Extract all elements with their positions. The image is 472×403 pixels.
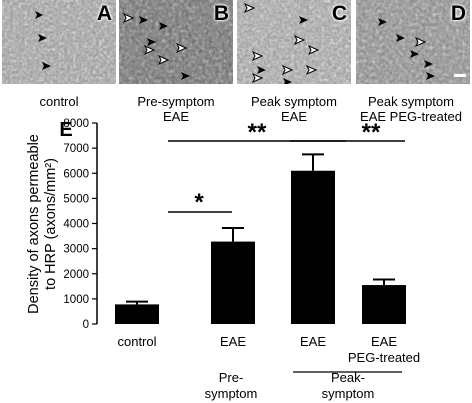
y-axis-label: Density of axons permeableto HRP (axons/… [26, 134, 59, 314]
y-tick-label: 2000 [63, 269, 89, 281]
group-label: symptom [322, 386, 375, 401]
group-label: Pre- [219, 370, 244, 385]
y-axis-label-line: Density of axons permeable [26, 134, 42, 314]
y-axis-label-line: to HRP (axons/mm²) [43, 158, 59, 290]
panel-letter: C [331, 2, 347, 25]
open-arrow-icon [243, 2, 320, 84]
significance-marker: ** [362, 119, 381, 146]
category-label: PEG-treated [348, 350, 420, 365]
micrograph-image [119, 0, 233, 84]
micrograph-image [356, 0, 470, 84]
arrow-icon [35, 11, 51, 70]
arrow-icon [378, 18, 435, 80]
y-tick-label: 5000 [63, 193, 89, 205]
significance-marker: * [194, 189, 204, 216]
panel-letter: B [213, 2, 229, 25]
caption-peak-symptom-peg: Peak symptom EAE PEG-treated [350, 94, 472, 124]
category-label: control [117, 334, 156, 349]
micrograph-panel-b: B [119, 0, 233, 84]
y-tick-label: 4000 [63, 219, 89, 231]
y-tick-label: 0 [83, 319, 89, 331]
caption-line: control [39, 94, 79, 109]
caption-line: EAE [162, 109, 189, 124]
scale-bar [454, 74, 466, 77]
group-label: Peak- [331, 370, 365, 385]
micrograph-image [237, 0, 351, 84]
micrograph-panel-a: A [2, 0, 116, 84]
open-arrow-icon [414, 36, 427, 48]
bar [115, 304, 159, 324]
category-label: EAE [220, 334, 246, 349]
y-tick-label: 3000 [63, 244, 89, 256]
y-tick-label: 6000 [63, 168, 89, 180]
panel-letter: A [96, 2, 112, 25]
open-arrow-icon [122, 12, 188, 66]
caption-line: EAE PEG-treated [360, 109, 462, 124]
bar [362, 285, 406, 324]
caption-line: Peak symptom [368, 94, 454, 109]
caption-line: Pre-symptom [137, 94, 215, 109]
caption-line: Peak symptom [251, 94, 337, 109]
caption-peak-symptom: Peak symptom EAE [234, 94, 354, 124]
category-label: EAE [371, 334, 397, 349]
micrograph-panel-c: C [237, 0, 351, 84]
category-label: EAE [300, 334, 326, 349]
caption-line: EAE [280, 109, 307, 124]
y-tick-label: 8000 [63, 118, 89, 130]
micrograph-panel-d: D [356, 0, 470, 84]
caption-control: control [0, 94, 118, 109]
arrow-icon [139, 16, 190, 80]
panel-letter: D [450, 2, 466, 25]
bar [211, 241, 255, 324]
panel-letter: E [59, 119, 72, 141]
caption-pre-symptom: Pre-symptom EAE [116, 94, 236, 124]
arrow-icon [257, 16, 308, 84]
y-tick-label: 1000 [63, 294, 89, 306]
y-tick-label: 7000 [63, 143, 89, 155]
significance-marker: ** [248, 119, 267, 146]
bar [291, 170, 335, 324]
micrograph-image [2, 0, 116, 84]
group-label: symptom [205, 386, 258, 401]
